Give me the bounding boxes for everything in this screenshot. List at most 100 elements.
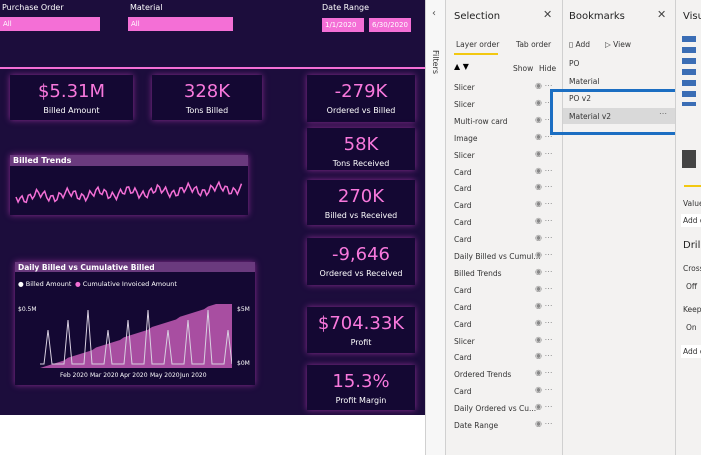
layer-item[interactable]: Image ◉ ⋯: [446, 131, 563, 146]
toggle[interactable]: On: [686, 323, 697, 332]
layer-item[interactable]: Slicer ◉ ⋯: [446, 334, 563, 349]
bookmark-item[interactable]: Material v2 ⋯: [563, 107, 676, 124]
layer-item[interactable]: Daily Billed vs Cumul... ◉ ⋯: [446, 249, 563, 264]
visibility-icons[interactable]: ◉ ⋯: [535, 300, 553, 310]
date-input[interactable]: 6/30/2020: [369, 18, 411, 32]
visibility-icons[interactable]: ◉ ⋯: [535, 81, 553, 90]
show-all[interactable]: Show: [513, 64, 534, 73]
layer-item[interactable]: Card ◉ ⋯: [446, 300, 563, 315]
layer-item[interactable]: Slicer ◉ ⋯: [446, 80, 563, 95]
visual-icons[interactable]: [682, 36, 696, 106]
visibility-icons[interactable]: ◉ ⋯: [535, 165, 553, 175]
layer-item[interactable]: Card ◉ ⋯: [446, 165, 563, 180]
visibility-icons[interactable]: ◉ ⋯: [535, 266, 553, 276]
view-button[interactable]: ▷ View: [605, 40, 631, 49]
layer-item[interactable]: Billed Trends ◉ ⋯: [446, 266, 563, 281]
visibility-icons[interactable]: ◉ ⋯: [535, 114, 553, 124]
layer-item[interactable]: Card ◉ ⋯: [446, 350, 563, 365]
bookmark-item[interactable]: PO: [563, 55, 676, 71]
close-button[interactable]: ✕: [543, 8, 553, 21]
bookmark-item[interactable]: Material: [563, 73, 676, 89]
visibility-icons[interactable]: ◉ ⋯: [535, 250, 553, 259]
pane-title: Selection: [454, 11, 501, 22]
layer-item[interactable]: Card ◉ ⋯: [446, 384, 563, 399]
visibility-icons[interactable]: ◉ ⋯: [535, 199, 553, 209]
add-button[interactable]: ▯ Add: [569, 40, 591, 49]
card[interactable]: 270K Billed vs Received: [307, 180, 415, 225]
visibility-icons[interactable]: ◉ ⋯: [535, 182, 553, 192]
visibility-icons[interactable]: ◉ ⋯: [535, 216, 553, 226]
field-well[interactable]: Add d: [681, 214, 701, 227]
collapse-icon[interactable]: ‹: [432, 8, 436, 19]
setting-label: Keep a: [683, 305, 701, 314]
axis-label: $0.5M: [18, 306, 37, 313]
more-button[interactable]: ⋯: [659, 108, 667, 118]
visibility-icons[interactable]: ◉ ⋯: [535, 351, 553, 361]
visibility-icons[interactable]: ◉ ⋯: [535, 334, 553, 344]
layer-item[interactable]: Card ◉ ⋯: [446, 317, 563, 332]
slicer-label: Material: [130, 3, 163, 12]
card[interactable]: -279K Ordered vs Billed: [307, 75, 415, 122]
layer-item[interactable]: Date Range ◉ ⋯: [446, 418, 563, 433]
layer-item[interactable]: Card ◉ ⋯: [446, 232, 563, 247]
date-input[interactable]: 1/1/2020: [322, 18, 364, 32]
card-label: Profit Margin: [335, 396, 387, 405]
layer-name: Multi-row card: [454, 116, 508, 126]
bookmark-name: PO: [569, 59, 580, 68]
dropdown[interactable]: All: [128, 17, 233, 31]
layer-item[interactable]: Card ◉ ⋯: [446, 215, 563, 230]
filters-label[interactable]: Filters: [431, 50, 440, 74]
visibility-icons[interactable]: ◉ ⋯: [535, 368, 553, 378]
field-well[interactable]: Add d: [681, 345, 701, 358]
layer-name: Image: [454, 133, 478, 143]
layer-item[interactable]: Ordered Trends ◉ ⋯: [446, 367, 563, 382]
visibility-icons[interactable]: ◉ ⋯: [535, 402, 553, 412]
card-value: 270K: [337, 186, 385, 207]
toggle[interactable]: Off: [686, 282, 698, 291]
move-buttons[interactable]: ▲ ▼: [454, 62, 469, 71]
visibility-icons[interactable]: ◉ ⋯: [535, 131, 553, 141]
filters-strip[interactable]: ‹ Filters: [425, 0, 445, 455]
hide-all[interactable]: Hide: [539, 64, 557, 73]
layer-name: Card: [454, 201, 472, 211]
tab[interactable]: Tab order: [516, 40, 552, 49]
visibility-icons[interactable]: ◉ ⋯: [535, 419, 553, 428]
layer-item[interactable]: Multi-row card ◉ ⋯: [446, 114, 563, 129]
layer-name: Slicer: [454, 99, 475, 109]
visibility-icons[interactable]: ◉ ⋯: [535, 97, 553, 107]
dropdown[interactable]: All: [0, 17, 100, 31]
bookmark-item[interactable]: PO v2: [563, 90, 676, 106]
layer-name: Card: [454, 235, 472, 245]
daily-line: [40, 309, 232, 365]
layer-name: Card: [454, 387, 472, 397]
layer-item[interactable]: Daily Ordered vs Cu... ◉ ⋯: [446, 401, 563, 416]
layer-name: Slicer: [454, 150, 475, 160]
card[interactable]: 15.3% Profit Margin: [307, 365, 415, 410]
visual-daily-chart[interactable]: Daily Billed vs Cumulative Billed ● Bill…: [15, 262, 255, 385]
card-label: Tons Billed: [185, 106, 229, 115]
card[interactable]: $704.33K Profit: [307, 307, 415, 353]
visibility-icons[interactable]: ◉ ⋯: [535, 233, 553, 243]
card[interactable]: 328K Tons Billed: [152, 75, 262, 120]
tab[interactable]: Layer order: [456, 40, 500, 49]
layer-item[interactable]: Card ◉ ⋯: [446, 198, 563, 213]
visual-billed-trends[interactable]: Billed Trends: [10, 155, 248, 215]
report-canvas: Purchase Order All Material All Date Ran…: [0, 0, 425, 415]
visibility-icons[interactable]: ◉ ⋯: [535, 148, 553, 158]
layer-item[interactable]: Slicer ◉ ⋯: [446, 97, 563, 112]
card[interactable]: -9,646 Ordered vs Received: [307, 238, 415, 285]
layer-name: Daily Billed vs Cumul...: [454, 252, 541, 261]
pane-title: Visu: [683, 11, 701, 22]
close-button[interactable]: ✕: [657, 8, 667, 21]
visual-icon[interactable]: [682, 150, 696, 168]
visibility-icons[interactable]: ◉ ⋯: [535, 283, 553, 293]
layer-item[interactable]: Card ◉ ⋯: [446, 283, 563, 298]
layer-item[interactable]: Card ◉ ⋯: [446, 181, 563, 196]
card[interactable]: 58K Tons Received: [307, 128, 415, 170]
card[interactable]: $5.31M Billed Amount: [10, 75, 133, 120]
visibility-icons[interactable]: ◉ ⋯: [535, 385, 553, 395]
layer-item[interactable]: Slicer ◉ ⋯: [446, 148, 563, 163]
visibility-icons[interactable]: ◉ ⋯: [535, 317, 553, 327]
slicer-label: Purchase Order: [2, 3, 64, 12]
